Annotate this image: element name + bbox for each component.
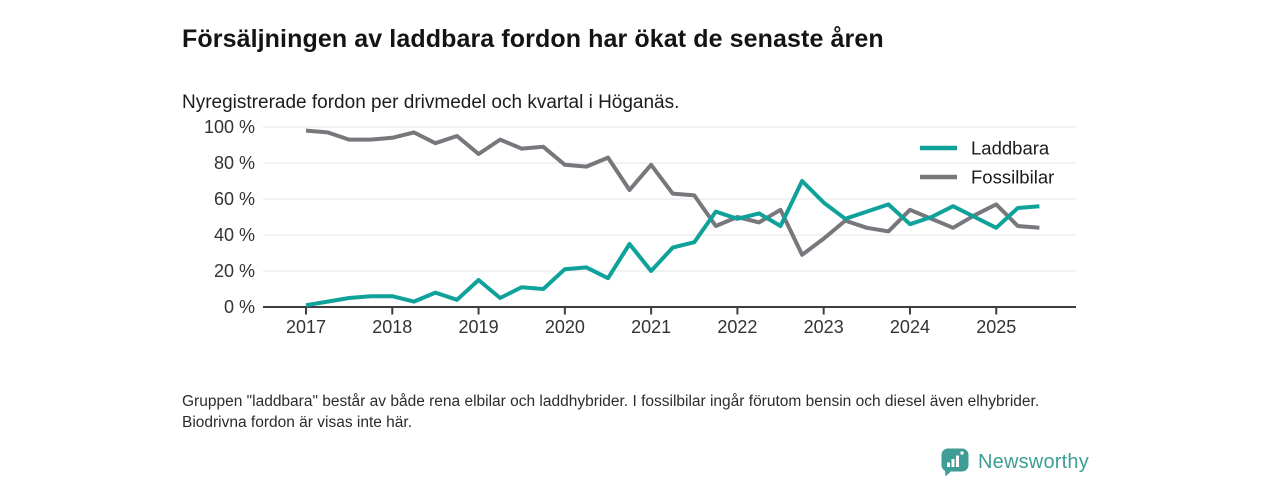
newsworthy-logo: Newsworthy (940, 446, 1089, 478)
x-tick-label: 2018 (372, 317, 412, 337)
legend-label-fossilbilar: Fossilbilar (971, 167, 1054, 188)
line-chart: 2017 2018 2019 2020 2021 2022 2023 2024 2025 0 % 2… (204, 117, 1076, 337)
series-line-laddbara (305, 179, 1040, 308)
x-tick-label: 2022 (717, 317, 757, 337)
x-tick-label: 2021 (631, 317, 671, 337)
x-tick-label: 2025 (976, 317, 1016, 337)
y-tick-label: 60 % (214, 189, 255, 209)
y-tick-label: 20 % (214, 261, 255, 281)
series-line-fossilbilar (305, 128, 1040, 257)
chart-title: Försäljningen av laddbara fordon har öka… (182, 24, 884, 53)
x-tick-label: 2020 (545, 317, 585, 337)
y-tick-label: 80 % (214, 153, 255, 173)
x-tick-label: 2019 (459, 317, 499, 337)
x-tick-label: 2023 (804, 317, 844, 337)
x-tick-label: 2017 (286, 317, 326, 337)
legend-label-laddbara: Laddbara (971, 138, 1050, 159)
chart-footnote: Gruppen "laddbara" består av både rena e… (182, 392, 1040, 431)
y-tick-label: 0 % (224, 297, 255, 317)
x-tick-label: 2024 (890, 317, 930, 337)
bar-chart-badge-icon (941, 448, 969, 477)
y-tick-label: 40 % (214, 225, 255, 245)
y-tick-label: 100 % (204, 117, 255, 137)
chart-subtitle: Nyregistrerade fordon per drivmedel och … (182, 92, 680, 113)
logo-label: Newsworthy (978, 450, 1089, 473)
